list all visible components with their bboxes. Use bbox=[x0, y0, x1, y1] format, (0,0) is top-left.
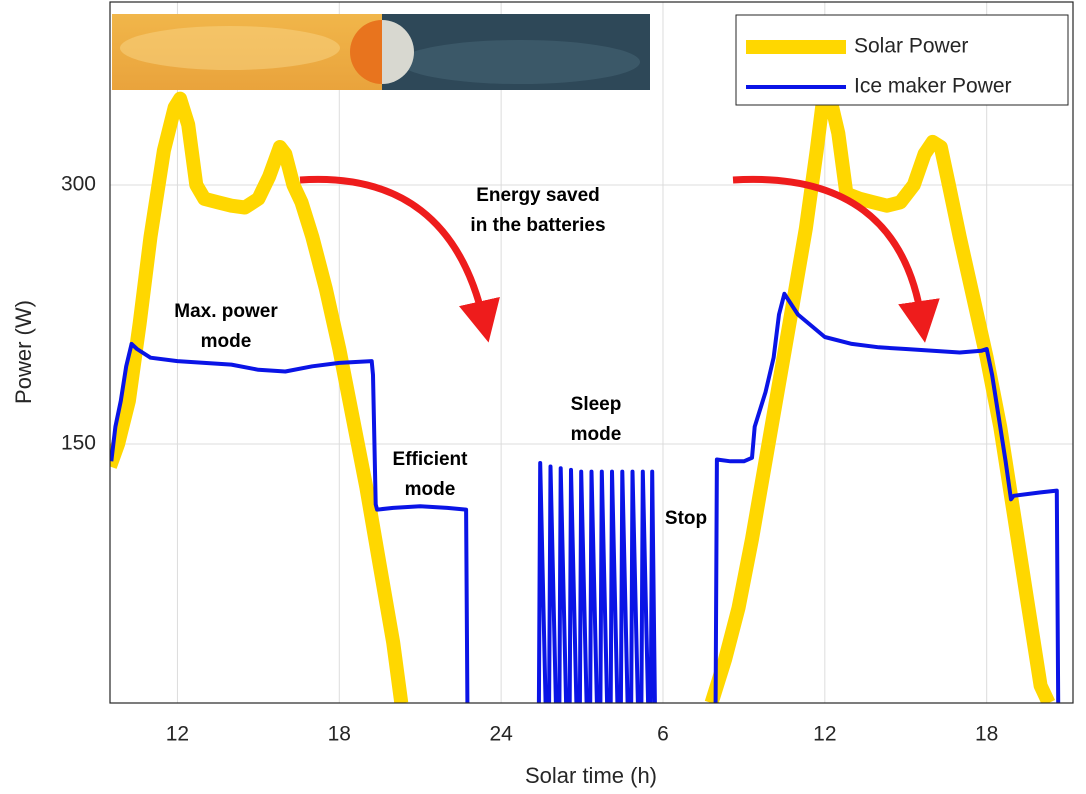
annotation: Sleep bbox=[571, 394, 622, 415]
x-tick-label: 12 bbox=[813, 723, 836, 746]
y-axis-label: Power (W) bbox=[11, 300, 36, 404]
x-tick-label: 6 bbox=[657, 723, 669, 746]
chart: Solar time (h) Power (W) 150 300 12 18 24 6 12… bbox=[0, 0, 1086, 794]
y-tick-label: 150 bbox=[61, 432, 96, 455]
annotation: mode bbox=[571, 424, 622, 445]
x-tick-label: 12 bbox=[166, 723, 189, 746]
annotation: Energy saved bbox=[476, 185, 600, 206]
annotation: Max. power bbox=[174, 301, 278, 322]
annotation: mode bbox=[201, 331, 252, 352]
plot-area bbox=[110, 2, 1073, 703]
legend-label: Ice maker Power bbox=[854, 75, 1012, 98]
annotation: Stop bbox=[665, 508, 707, 529]
legend-label: Solar Power bbox=[854, 35, 968, 58]
x-tick-label: 18 bbox=[975, 723, 998, 746]
x-tick-label: 18 bbox=[328, 723, 351, 746]
y-tick-label: 300 bbox=[61, 173, 96, 196]
annotation: mode bbox=[405, 479, 456, 500]
x-axis-label: Solar time (h) bbox=[525, 763, 657, 788]
x-tick-label: 24 bbox=[489, 723, 513, 746]
annotation: in the batteries bbox=[470, 215, 605, 236]
day-night-banner bbox=[112, 14, 650, 90]
annotation: Efficient bbox=[393, 449, 469, 470]
